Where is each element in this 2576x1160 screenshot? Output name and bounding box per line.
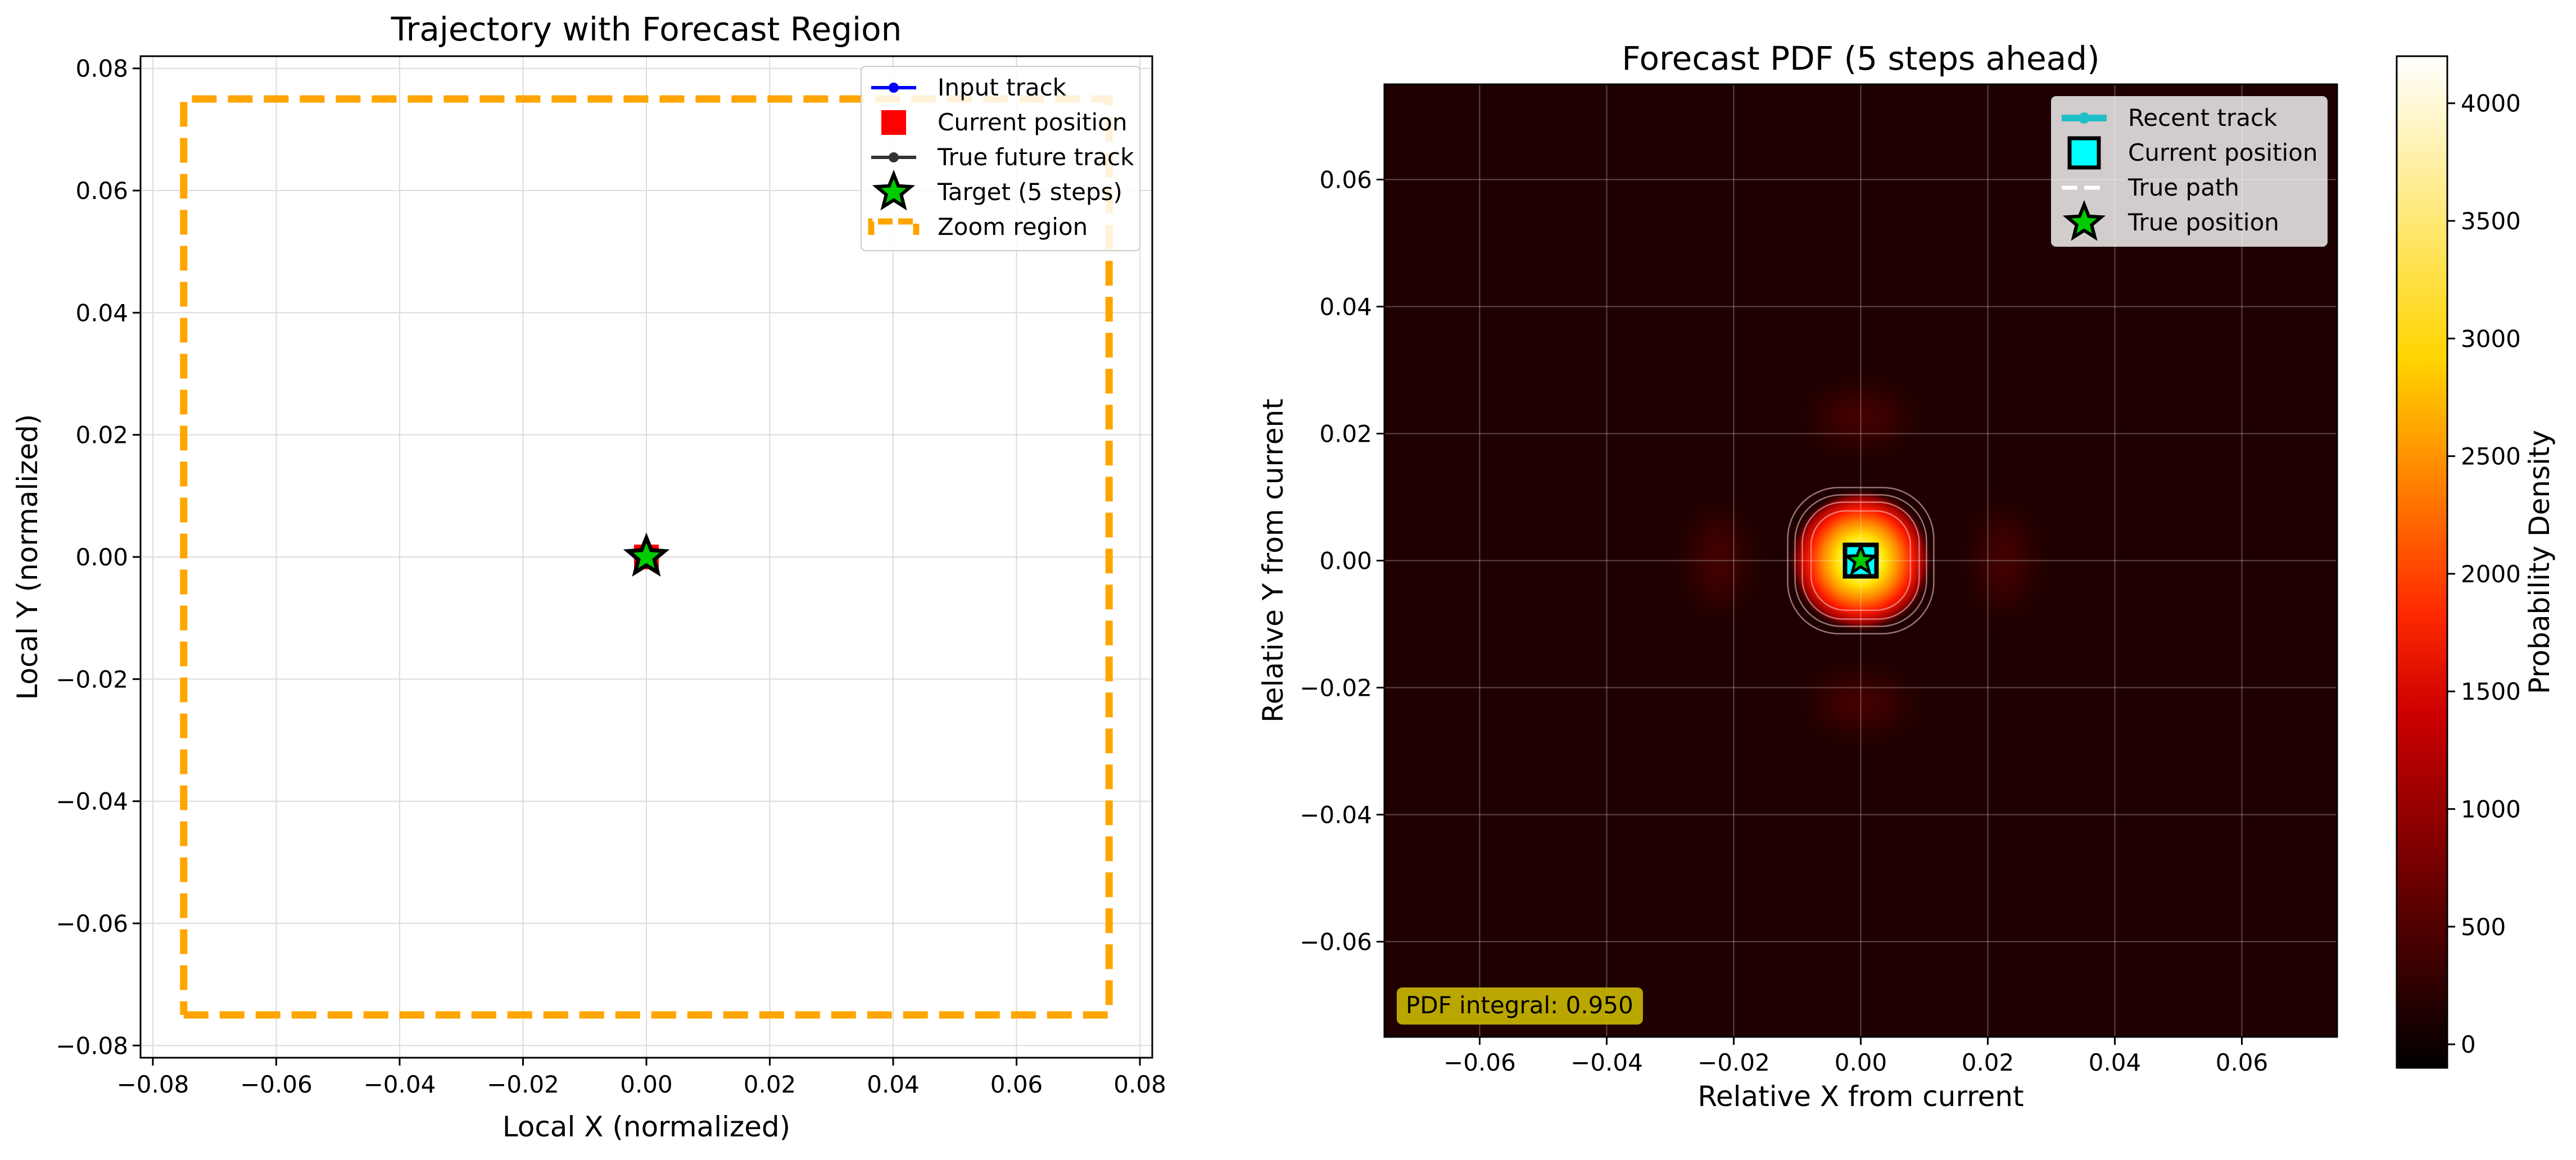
right-y-axis-label: Relative Y from current	[1257, 398, 1289, 723]
left-chart-title: Trajectory with Forecast Region	[391, 10, 902, 48]
x-tick-label: −0.08	[117, 1071, 189, 1098]
pdf-integral-annotation: PDF integral: 0.950	[1397, 987, 1643, 1025]
legend-box	[2051, 96, 2328, 247]
y-tick-label: −0.06	[56, 910, 128, 937]
legend-box	[861, 66, 1140, 251]
legend-marker-input-track	[889, 83, 899, 93]
pdf-side-lobe	[1981, 515, 2026, 606]
y-tick-label: 0.02	[75, 422, 128, 449]
left-x-ticks: −0.08 −0.06 −0.04 −0.02 0.00 0.02 0.04 0.06 0.08	[117, 1058, 1166, 1098]
y-tick-label: 0.00	[1319, 547, 1372, 575]
colorbar: 0 500 1000 1500 2000 2500 3000 3500 4000 Probabil…	[2396, 55, 2556, 1069]
legend-label: Current position	[2128, 139, 2317, 166]
forecast-pdf-panel: Forecast PDF (5 steps ahead) −0.06 −0.04−…	[1257, 39, 2556, 1113]
colorbar-tick-label: 2500	[2461, 443, 2521, 470]
right-x-ticks: −0.06 −0.04 −0.02 0.00 0.02 0.04 0.06	[1443, 1037, 2268, 1076]
legend-label: True position	[2127, 209, 2279, 236]
legend-label: Zoom region	[938, 213, 1088, 241]
right-chart-title: Forecast PDF (5 steps ahead)	[1622, 39, 2099, 78]
colorbar-tick-label: 1500	[2461, 678, 2521, 705]
x-tick-label: 0.08	[1113, 1071, 1166, 1098]
trajectory-panel: Trajectory with Forecast Region −0.08 −0.…	[11, 10, 1166, 1143]
colorbar-tick-label: 1000	[2461, 796, 2521, 823]
x-tick-label: −0.02	[1697, 1049, 1770, 1076]
legend-marker-recent-track	[2079, 112, 2090, 124]
right-series-layer	[1842, 542, 1879, 579]
left-legend: Input track Current position True future t…	[861, 66, 1140, 251]
left-x-axis-label: Local X (normalized)	[502, 1111, 790, 1143]
x-tick-label: 0.06	[990, 1071, 1043, 1098]
y-tick-label: 0.04	[1319, 293, 1372, 321]
right-legend: Recent track Current position True path Tru…	[2051, 96, 2328, 247]
annotation-text: PDF integral: 0.950	[1406, 991, 1633, 1019]
x-tick-label: 0.06	[2216, 1049, 2269, 1076]
target-star-marker	[623, 532, 670, 577]
x-tick-label: −0.04	[1570, 1049, 1643, 1076]
y-tick-label: −0.04	[56, 788, 128, 815]
colorbar-gradient	[2396, 55, 2448, 1069]
colorbar-tick-label: 500	[2461, 913, 2506, 941]
pdf-side-lobe	[1816, 395, 1906, 441]
true-position-star-marker	[1843, 542, 1878, 576]
colorbar-tick-label: 2000	[2461, 560, 2521, 588]
legend-label: Input track	[938, 74, 1067, 101]
y-tick-label: 0.04	[75, 299, 128, 327]
legend-label: Recent track	[2128, 104, 2278, 132]
legend-marker-current-position	[2067, 136, 2101, 170]
pdf-contour	[1794, 494, 1927, 627]
x-tick-label: 0.04	[2089, 1049, 2142, 1076]
left-y-axis-label: Local Y (normalized)	[11, 414, 44, 700]
y-tick-label: −0.02	[1300, 674, 1372, 702]
colorbar-tick-label: 3500	[2461, 207, 2521, 235]
y-tick-label: −0.02	[56, 665, 128, 693]
x-tick-label: 0.02	[744, 1071, 796, 1098]
legend-label: True path	[2127, 174, 2239, 201]
legend-marker-true-position	[2062, 200, 2106, 241]
colorbar-tick-label: 4000	[2461, 90, 2521, 117]
pdf-contour	[1801, 501, 1920, 620]
right-x-axis-label: Relative X from current	[1697, 1080, 2023, 1113]
colorbar-tick-label: 0	[2461, 1031, 2476, 1058]
y-tick-label: −0.06	[1300, 928, 1372, 956]
legend-label: Target (5 steps)	[937, 178, 1122, 206]
x-tick-label: −0.06	[1443, 1049, 1516, 1076]
y-tick-label: 0.08	[75, 55, 128, 83]
legend-label: True future track	[937, 143, 1134, 171]
y-tick-label: −0.08	[56, 1032, 128, 1059]
colorbar-tick-label: 3000	[2461, 325, 2521, 352]
x-tick-label: −0.04	[364, 1071, 436, 1098]
left-y-ticks: −0.08 −0.06 −0.04 −0.02 0.00 0.02 0.04 0.06 0.08	[56, 55, 141, 1059]
legend-marker-true-future-track	[889, 152, 899, 162]
colorbar-label: Probability Density	[2523, 430, 2556, 694]
y-tick-label: 0.00	[75, 543, 128, 571]
legend-marker-target	[872, 169, 916, 211]
legend-handle-zoom-region	[868, 218, 920, 235]
x-tick-label: 0.00	[620, 1071, 673, 1098]
pdf-contour	[1787, 487, 1935, 635]
right-y-ticks: −0.06 −0.04 −0.02 0.00 0.02 0.04 0.06	[1300, 166, 1384, 956]
y-tick-label: 0.02	[1319, 420, 1372, 448]
pdf-side-lobe	[1695, 515, 1741, 606]
pdf-side-lobe	[1816, 681, 1906, 726]
x-tick-label: −0.02	[487, 1071, 559, 1098]
pdf-contour	[1810, 510, 1912, 611]
legend-marker-current-position	[881, 110, 906, 135]
y-tick-label: −0.04	[1300, 801, 1372, 829]
legend-label: Current position	[938, 108, 1127, 136]
x-tick-label: 0.02	[1962, 1049, 2014, 1076]
y-tick-label: 0.06	[75, 177, 128, 205]
x-tick-label: 0.00	[1835, 1049, 1887, 1076]
x-tick-label: −0.06	[240, 1071, 313, 1098]
x-tick-label: 0.04	[867, 1071, 920, 1098]
annotation-box	[1397, 987, 1643, 1025]
y-tick-label: 0.06	[1319, 166, 1372, 194]
